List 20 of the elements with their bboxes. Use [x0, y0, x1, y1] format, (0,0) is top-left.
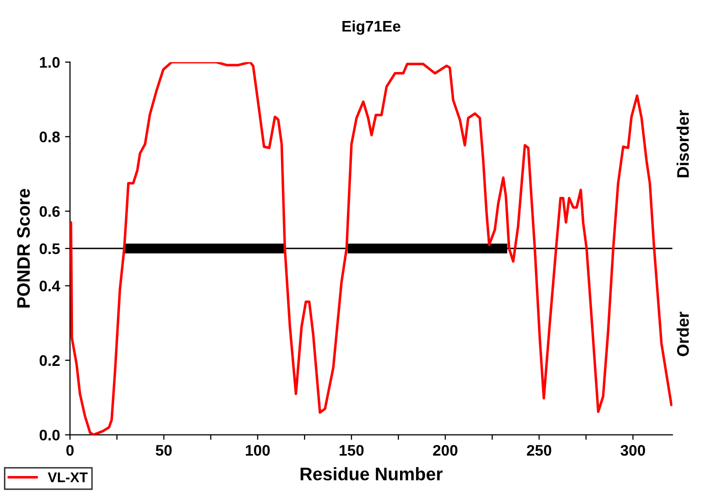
- x-tick-label: 200: [433, 444, 458, 456]
- y-tick-label: 0.0: [40, 430, 60, 441]
- text: Order: [676, 312, 689, 356]
- y-tick-label: 1.0: [40, 56, 60, 68]
- y-tick-label: 0.6: [40, 206, 60, 217]
- x-axis-title: Residue Number: [300, 467, 443, 480]
- y-tick-label: 0.2: [40, 355, 60, 366]
- y-tick-label: 0.8: [40, 132, 60, 142]
- y-axis-title: PONDR Score: [17, 188, 30, 308]
- x-tick-label: 250: [526, 444, 552, 456]
- chart-title: Eig71Ee: [342, 20, 400, 35]
- x-tick-label: 50: [156, 444, 172, 456]
- legend-label: VL-XT: [48, 472, 88, 482]
- x-tick-label: 0: [66, 444, 74, 456]
- x-tick-label: 300: [620, 444, 646, 456]
- text: Disorder: [676, 110, 689, 178]
- x-tick-label: 150: [340, 444, 364, 456]
- y-tick-label: 0.5: [40, 243, 60, 254]
- y-tick-label: 0.4: [40, 280, 60, 292]
- x-tick-label: 100: [246, 444, 270, 456]
